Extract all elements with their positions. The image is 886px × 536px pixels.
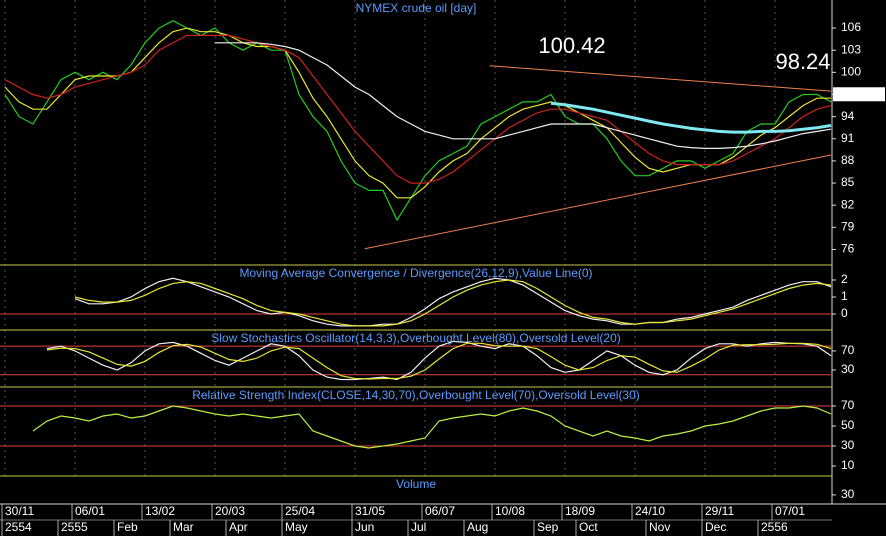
y-tick-label: 103 (841, 42, 861, 56)
x-tick-label: 06/01 (75, 504, 105, 518)
month-label: Apr (229, 520, 248, 534)
panel-title: NYMEX crude oil [day] (356, 1, 477, 15)
month-label: Sep (537, 520, 559, 534)
y-tick-label: 85 (841, 175, 855, 189)
x-tick-label: 25/04 (285, 504, 315, 518)
y-tick-label: 70 (841, 343, 855, 357)
panel-title: Relative Strength Index(CLOSE,14,30,70),… (192, 388, 640, 402)
peak-label: 98.24 (775, 49, 830, 74)
x-tick-label: 13/02 (145, 504, 175, 518)
x-tick-label: 31/05 (355, 504, 385, 518)
x-tick-label: 30/11 (5, 504, 34, 518)
series-line (215, 42, 832, 149)
series-line (46, 342, 832, 380)
y-tick-label: 79 (841, 220, 855, 234)
trendline (489, 65, 832, 92)
y-tick-label: 100 (841, 65, 861, 79)
month-label: Dec (705, 520, 726, 534)
y-tick-label: 106 (841, 20, 861, 34)
month-label: Feb (117, 520, 138, 534)
month-label: Oct (579, 520, 598, 534)
y-tick-label: 91 (841, 131, 855, 145)
month-label: 2554 (5, 520, 32, 534)
y-tick-label: 50 (841, 418, 855, 432)
month-label: Aug (467, 520, 488, 534)
series-line (4, 20, 832, 222)
x-tick-label: 20/03 (215, 504, 245, 518)
y-tick-label: 1 (841, 289, 848, 303)
month-label: Nov (649, 520, 670, 534)
peak-label: 100.42 (538, 33, 605, 58)
y-tick-label: 10 (841, 458, 855, 472)
last-price-label: 97.03 (836, 86, 866, 100)
month-label: Jul (411, 520, 426, 534)
panel-title: Volume (396, 477, 436, 491)
x-tick-label: 06/07 (425, 504, 455, 518)
y-tick-label: 2 (841, 272, 848, 286)
month-label: 2555 (61, 520, 88, 534)
month-label: Mar (173, 520, 194, 534)
panel-title: Slow Stochastics Oscillator(14,3,3),Over… (211, 331, 621, 345)
series-line (4, 34, 832, 184)
month-label: Jun (355, 520, 374, 534)
series-line (74, 279, 832, 327)
month-label: May (285, 520, 308, 534)
x-tick-label: 24/10 (635, 504, 665, 518)
y-tick-label: 30 (841, 362, 855, 376)
y-tick-label: 88 (841, 153, 855, 167)
panel-title: Moving Average Convergence / Divergence(… (239, 266, 592, 280)
x-tick-label: 10/08 (495, 504, 525, 518)
y-tick-label: 76 (841, 242, 855, 256)
y-tick-label: 30 (841, 438, 855, 452)
y-tick-label: 70 (841, 398, 855, 412)
x-tick-label: 07/01 (775, 504, 805, 518)
y-tick-label: 30 (841, 487, 855, 501)
series-line (46, 340, 832, 381)
y-tick-label: 82 (841, 197, 855, 211)
series-line (74, 277, 832, 327)
last-price-box (833, 87, 885, 102)
y-tick-label: 0 (841, 306, 848, 320)
x-tick-label: 18/09 (565, 504, 595, 518)
x-tick-label: 29/11 (705, 504, 734, 518)
month-label: 2556 (761, 520, 788, 534)
series-line (32, 405, 832, 449)
trendline (364, 154, 832, 250)
y-tick-label: 94 (841, 109, 855, 123)
series-line (550, 101, 832, 134)
